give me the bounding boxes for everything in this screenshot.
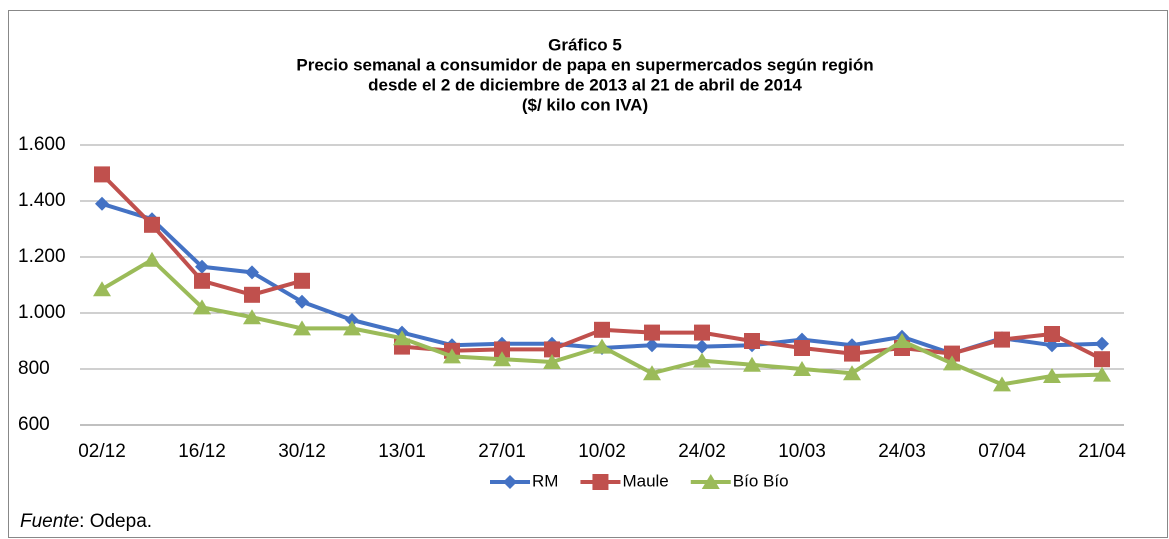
legend-marker	[701, 474, 720, 489]
y-tick-label: 1.200	[18, 246, 66, 267]
y-tick-label: 800	[18, 358, 50, 379]
point	[493, 351, 511, 367]
point	[343, 320, 361, 336]
legend-marker	[503, 475, 517, 489]
point	[645, 338, 659, 353]
y-tick-label: 1.000	[18, 302, 66, 323]
y-tick-label: 1.600	[18, 134, 66, 155]
x-tick-label: 10/03	[778, 441, 826, 462]
x-tick-label: 13/01	[378, 441, 426, 462]
point	[143, 251, 161, 267]
x-tick-label: 16/12	[178, 441, 226, 462]
legend-label: Maule	[622, 471, 668, 490]
point	[1043, 368, 1061, 383]
point	[693, 352, 711, 368]
point	[993, 376, 1011, 392]
x-tick-label: 24/02	[678, 441, 726, 462]
point	[1093, 366, 1111, 382]
x-tick-label: 21/04	[1078, 441, 1126, 462]
point	[293, 320, 311, 336]
point	[844, 345, 860, 362]
point	[244, 286, 260, 303]
legend-label: RM	[532, 471, 558, 490]
point	[594, 321, 610, 338]
point	[543, 354, 561, 369]
y-tick-label: 1.400	[18, 190, 66, 211]
point	[195, 259, 209, 274]
point	[94, 166, 110, 183]
source-text: : Odepa.	[79, 511, 152, 532]
point	[793, 361, 811, 376]
point	[893, 333, 911, 348]
point	[944, 345, 960, 362]
point	[695, 339, 709, 354]
point	[393, 330, 411, 346]
point	[644, 324, 660, 341]
point	[544, 341, 560, 358]
point	[943, 355, 961, 371]
point	[194, 272, 210, 289]
point	[593, 338, 611, 354]
point	[994, 331, 1010, 348]
chart-subtitle: ($/ kilo con IVA)	[522, 95, 648, 114]
legend-label: Bío Bío	[733, 471, 789, 490]
point	[93, 281, 111, 297]
point	[294, 272, 310, 289]
source-label: Fuente	[20, 511, 79, 532]
point	[144, 216, 160, 233]
point	[243, 309, 261, 325]
point	[1044, 326, 1060, 342]
point	[443, 348, 461, 364]
chart-subtitle: Precio semanal a consumidor de papa en s…	[296, 55, 873, 74]
x-tick-label: 07/04	[978, 441, 1026, 462]
point	[1095, 336, 1109, 351]
point	[743, 356, 761, 372]
x-tick-label: 30/12	[278, 441, 326, 462]
chart-title: Gráfico 5	[548, 35, 622, 54]
point	[295, 294, 309, 309]
chart-subtitle: desde el 2 de diciembre de 2013 al 21 de…	[368, 75, 802, 94]
point	[245, 265, 259, 280]
point	[694, 324, 710, 341]
y-tick-label: 600	[18, 414, 50, 435]
x-tick-label: 27/01	[478, 441, 526, 462]
point	[744, 333, 760, 349]
x-tick-label: 24/03	[878, 441, 926, 462]
point	[95, 196, 109, 211]
point	[193, 299, 211, 315]
point	[345, 313, 359, 327]
legend-marker	[592, 474, 609, 490]
point	[794, 340, 810, 356]
point	[843, 365, 861, 381]
x-tick-label: 02/12	[78, 441, 126, 462]
point	[494, 341, 510, 358]
point	[643, 365, 661, 381]
point	[1094, 351, 1110, 368]
x-tick-label: 10/02	[578, 441, 626, 462]
source-note: Fuente: Odepa.	[20, 511, 152, 532]
